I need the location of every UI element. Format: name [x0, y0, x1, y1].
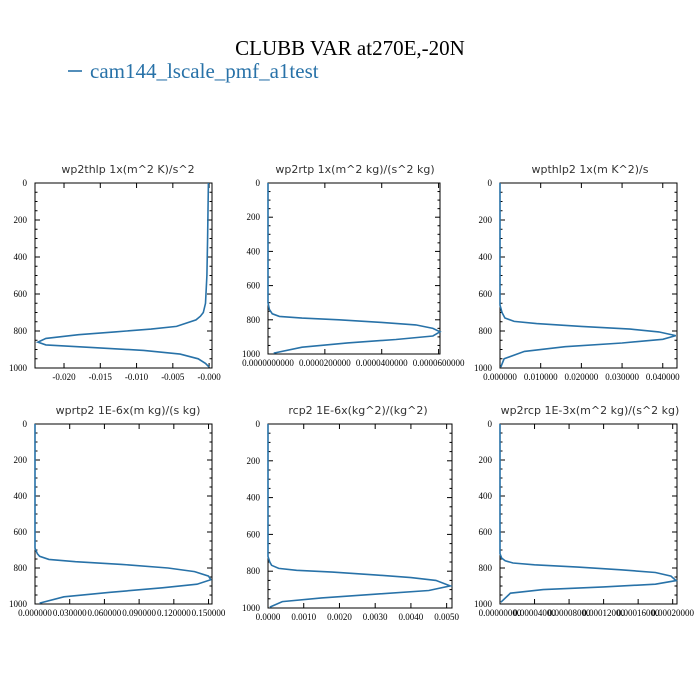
x-tick-label: -0.010	[125, 372, 149, 382]
plot-frame	[267, 182, 441, 355]
panel-1: wp2thlp 1x(m^2 K)/s^2 0 200 400 600 800 1000 -0…	[9, 163, 221, 382]
panel-4: wprtp2 1E-6x(m kg)/(s kg) 0 200 400 600 800 10…	[9, 404, 226, 618]
figure-title: CLUBB VAR at270E,-20N	[235, 36, 465, 60]
y-tick-label: 1000	[242, 349, 261, 359]
y-tick-label: 800	[479, 326, 493, 336]
y-tick-label: 0	[256, 178, 261, 188]
plot-frame	[267, 423, 453, 609]
x-tick-label: 0.000000	[18, 608, 52, 618]
y-tick-label: 800	[247, 566, 261, 576]
x-tick-label: 0.000000	[483, 372, 517, 382]
x-tick-label: -0.000	[197, 372, 221, 382]
y-tick-label: 800	[14, 563, 28, 573]
x-tick-label: 0.0010	[291, 612, 316, 622]
plot-frame	[499, 423, 678, 605]
y-tick-label: 1000	[9, 599, 28, 609]
plot-frame	[34, 182, 213, 369]
x-tick-label: 0.00012000	[582, 608, 625, 618]
series-line-1	[35, 182, 210, 368]
y-tick-label: 400	[14, 491, 28, 501]
series-line-1	[267, 183, 442, 354]
y-tick-label: 600	[479, 289, 493, 299]
y-tick-label: 200	[479, 215, 493, 225]
panel-title: wp2rcp 1E-3x(m^2 kg)/(s^2 kg)	[501, 404, 680, 417]
x-tick-label: 0.030000	[605, 372, 639, 382]
y-tick-label: 200	[14, 215, 28, 225]
y-tick-label: 1000	[9, 363, 28, 373]
x-tick-label: 0.150000	[192, 608, 226, 618]
y-tick-label: 200	[479, 455, 493, 465]
x-tick-label: 0.00004000	[513, 608, 556, 618]
panel-2: wp2rtp 1x(m^2 kg)/(s^2 kg) 0 200 400 600 800 1…	[242, 163, 465, 368]
y-tick-label: 400	[479, 252, 493, 262]
x-tick-label: 0.00020000	[651, 608, 694, 618]
y-tick-label: 600	[14, 527, 28, 537]
panel-3: wpthlp2 1x(m K^2)/s 0 200 400 600 800 10000.00…	[474, 163, 680, 382]
series-line-1	[34, 424, 213, 604]
series-line-1	[267, 424, 453, 608]
x-tick-label: -0.020	[52, 372, 76, 382]
y-tick-label: 0	[488, 419, 493, 429]
x-tick-label: 0.0030	[363, 612, 388, 622]
x-tick-label: 0.0000600000	[413, 358, 465, 368]
y-tick-label: 0	[23, 178, 28, 188]
y-tick-label: 1000	[474, 363, 493, 373]
panel-title: wpthlp2 1x(m K^2)/s	[532, 163, 649, 176]
y-tick-label: 200	[247, 212, 261, 222]
panels: wp2thlp 1x(m^2 K)/s^2 0 200 400 600 800 1000 -0…	[9, 163, 695, 622]
legend-label: cam144_lscale_pmf_a1test	[90, 59, 319, 83]
x-tick-label: -0.005	[161, 372, 185, 382]
panel-title: wp2thlp 1x(m^2 K)/s^2	[61, 163, 194, 176]
y-tick-label: 400	[247, 493, 261, 503]
panel-title: wp2rtp 1x(m^2 kg)/(s^2 kg)	[275, 163, 434, 176]
y-tick-label: 1000	[474, 599, 493, 609]
panel-5: rcp2 1E-6x(kg^2)/(kg^2) 0 200 400 600 800 1000…	[242, 404, 460, 622]
x-tick-label: 0.030000	[53, 608, 87, 618]
x-tick-label: 0.0000	[256, 612, 281, 622]
x-tick-label: 0.020000	[565, 372, 599, 382]
y-tick-label: 0	[23, 419, 28, 429]
x-tick-label: -0.015	[89, 372, 113, 382]
panel-title: rcp2 1E-6x(kg^2)/(kg^2)	[288, 404, 427, 417]
x-tick-label: 0.00008000	[548, 608, 591, 618]
x-tick-label: 0.00000000	[479, 608, 522, 618]
y-tick-label: 800	[14, 326, 28, 336]
y-tick-label: 0	[488, 178, 493, 188]
plot-frame	[34, 423, 213, 605]
x-tick-label: 0.090000	[122, 608, 156, 618]
x-tick-label: 0.040000	[646, 372, 680, 382]
y-tick-label: 200	[247, 456, 261, 466]
panel-title: wprtp2 1E-6x(m kg)/(s kg)	[56, 404, 201, 417]
y-tick-label: 400	[247, 246, 261, 256]
x-tick-label: 0.0000400000	[356, 358, 408, 368]
series-line-1	[499, 183, 677, 368]
x-tick-label: 0.060000	[88, 608, 122, 618]
x-tick-label: 0.0050	[434, 612, 459, 622]
y-tick-label: 600	[247, 281, 261, 291]
y-tick-label: 1000	[242, 603, 261, 613]
y-tick-label: 800	[247, 315, 261, 325]
legend: cam144_lscale_pmf_a1test	[68, 59, 319, 83]
y-tick-label: 400	[14, 252, 28, 262]
x-tick-label: 0.120000	[157, 608, 191, 618]
x-tick-label: 0.00016000	[617, 608, 660, 618]
x-tick-label: 0.0040	[399, 612, 424, 622]
y-tick-label: 200	[14, 455, 28, 465]
series-line-1	[499, 424, 678, 603]
y-tick-label: 600	[14, 289, 28, 299]
y-tick-label: 600	[479, 527, 493, 537]
x-tick-label: 0.0000000000	[242, 358, 294, 368]
y-tick-label: 800	[479, 563, 493, 573]
y-tick-label: 600	[247, 529, 261, 539]
panel-6: wp2rcp 1E-3x(m^2 kg)/(s^2 kg) 0 200 400 600 8…	[474, 404, 695, 618]
x-tick-label: 0.010000	[524, 372, 558, 382]
y-tick-label: 400	[479, 491, 493, 501]
x-tick-label: 0.0020	[327, 612, 352, 622]
y-tick-label: 0	[256, 419, 261, 429]
x-tick-label: 0.0000200000	[299, 358, 351, 368]
